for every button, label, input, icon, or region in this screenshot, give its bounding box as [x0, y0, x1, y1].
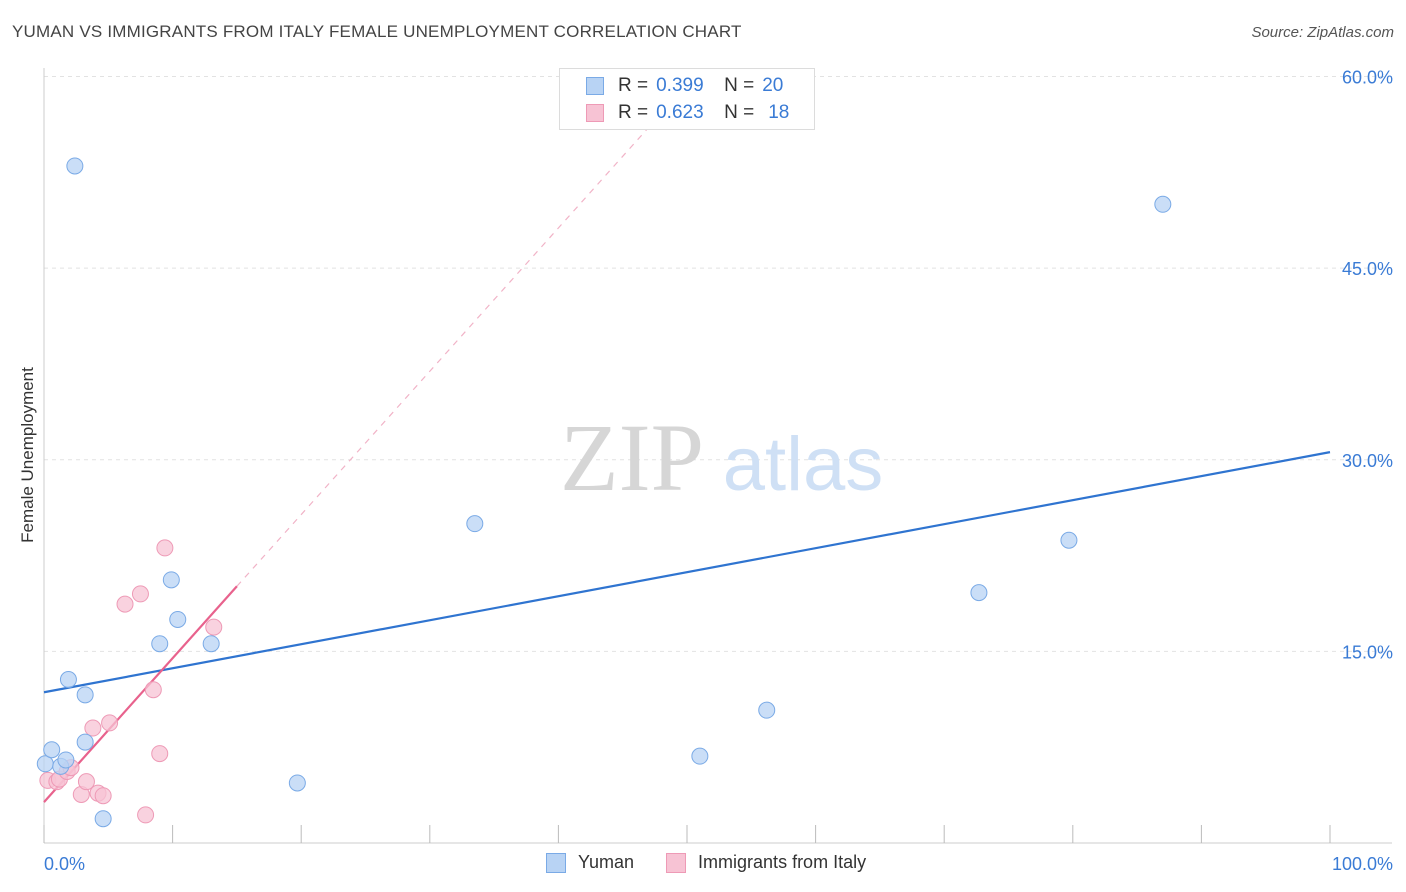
- yuman-point: [76, 686, 94, 704]
- yuman-point: [59, 670, 77, 688]
- source-label: Source: ZipAtlas.com: [1251, 24, 1394, 41]
- italy-point: [151, 745, 169, 763]
- italy-point: [137, 806, 155, 824]
- yuman-n-value: 20: [762, 75, 784, 96]
- italy-legend-label: Immigrants from Italy: [698, 852, 867, 872]
- italy-point: [116, 595, 134, 613]
- tick-labels: 15.0% 30.0% 45.0% 60.0% 0.0% 100.0%: [44, 68, 1393, 874]
- x-tick-label: 0.0%: [44, 854, 85, 874]
- yuman-point: [43, 741, 61, 759]
- y-tick-label: 30.0%: [1342, 451, 1393, 471]
- y-tick-label: 45.0%: [1342, 259, 1393, 279]
- yuman-legend-label: Yuman: [578, 852, 635, 872]
- italy-point: [84, 719, 102, 737]
- yuman-swatch: [586, 77, 604, 95]
- r-label: R =: [618, 75, 649, 96]
- yuman-point: [162, 571, 180, 589]
- yuman-point: [691, 747, 709, 765]
- yuman-point: [1060, 531, 1078, 549]
- watermark-zip: ZIP: [560, 404, 704, 511]
- italy-point: [94, 787, 112, 805]
- chart-title: YUMAN VS IMMIGRANTS FROM ITALY FEMALE UN…: [12, 22, 742, 41]
- yuman-point: [1154, 195, 1172, 213]
- italy-point: [144, 681, 162, 699]
- legend-row-yuman: R = 0.399 N = 20: [586, 74, 783, 98]
- yuman-point: [94, 810, 112, 828]
- yuman-r-value: 0.399: [656, 75, 704, 96]
- yuman-point: [76, 733, 94, 751]
- italy-point: [77, 773, 95, 791]
- yuman-point: [288, 774, 306, 792]
- italy-point: [101, 714, 119, 732]
- n-label: N =: [724, 75, 755, 96]
- axes: [43, 68, 1392, 844]
- yuman-point: [466, 515, 484, 533]
- legend-item-italy[interactable]: Immigrants from Italy: [666, 852, 866, 873]
- grid-lines: [44, 76, 1392, 652]
- watermark: ZIP atlas: [560, 404, 883, 511]
- italy-r-value: 0.623: [656, 102, 704, 123]
- italy-point: [131, 585, 149, 603]
- watermark-atlas: atlas: [723, 422, 884, 507]
- data-points: [36, 157, 1172, 828]
- italy-trend-extension: [236, 127, 649, 587]
- yuman-point: [202, 635, 220, 653]
- series-legend: Yuman Immigrants from Italy: [546, 852, 898, 873]
- legend-row-italy: R = 0.623 N = 18: [586, 101, 789, 125]
- y-tick-label: 60.0%: [1342, 68, 1393, 88]
- y-tick-label: 15.0%: [1342, 642, 1393, 662]
- yuman-point: [66, 157, 84, 175]
- italy-swatch: [586, 104, 604, 122]
- yuman-point: [758, 701, 776, 719]
- n-label: N =: [724, 102, 755, 123]
- stats-legend: R = 0.399 N = 20 R = 0.623 N = 18: [559, 68, 815, 130]
- yuman-point: [970, 584, 988, 602]
- legend-item-yuman[interactable]: Yuman: [546, 852, 634, 873]
- r-label: R =: [618, 102, 649, 123]
- yuman-point: [169, 610, 187, 628]
- yuman-point: [57, 751, 75, 769]
- yuman-point: [151, 635, 169, 653]
- italy-point: [205, 618, 223, 636]
- yuman-trend-line: [43, 451, 1331, 694]
- x-tick-label: 100.0%: [1332, 854, 1393, 874]
- yuman-legend-swatch: [546, 852, 566, 873]
- italy-point: [156, 539, 174, 557]
- italy-n-value: 18: [768, 102, 790, 123]
- italy-legend-swatch: [666, 852, 687, 873]
